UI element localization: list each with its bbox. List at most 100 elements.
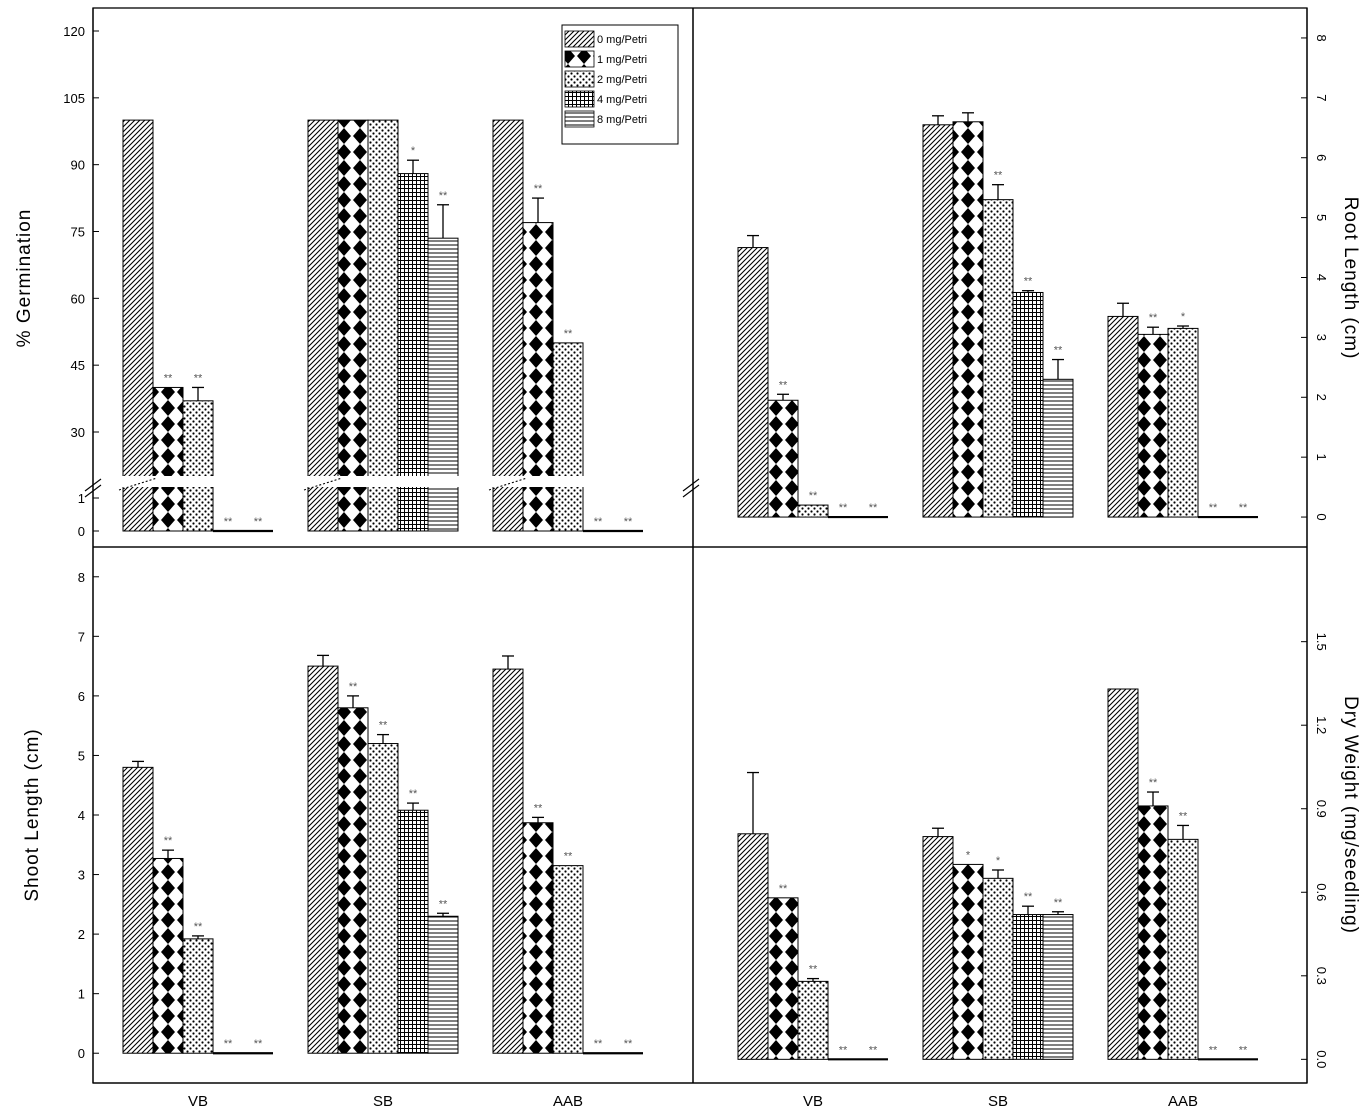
y-tick-label: 6 [1314,154,1329,161]
significance-label: ** [869,502,878,514]
x-category-label: VB [803,1093,823,1110]
bar [767,399,799,518]
significance-label: ** [194,372,203,384]
bar [337,707,369,1054]
bar [182,938,214,1054]
bar [397,809,429,1054]
significance-label: ** [409,788,418,800]
y-tick-label: 75 [71,225,85,240]
y-tick-label: 2 [78,927,85,942]
legend-swatch-0 [564,30,595,48]
significance-label: ** [624,1038,633,1050]
y-tick-label: 0.3 [1314,967,1329,985]
significance-label: ** [594,516,603,528]
bar [492,119,524,532]
bar [307,665,339,1054]
y-tick-label: 6 [78,689,85,704]
y-tick-label: 1 [78,987,85,1002]
bar [1012,291,1044,518]
bar [337,119,369,532]
legend-swatch-1 [564,50,595,68]
x-category-label: SB [373,1093,393,1110]
bar [152,386,184,532]
legend-swatch-2 [564,70,595,88]
significance-label: ** [439,190,448,202]
panel-bottom-right: 0.00.30.60.91.21.5********************** [737,633,1329,1068]
y-tick-label: 1 [78,491,85,506]
significance-label: ** [1024,891,1033,903]
y-tick-label: 0.0 [1314,1050,1329,1068]
significance-label: ** [1179,810,1188,822]
axis-break-gap [94,476,692,487]
bar [1042,378,1074,518]
bar [1107,315,1139,518]
bar [767,897,799,1060]
y-tick-label: 0 [78,1046,85,1061]
y-tick-label: 5 [78,748,85,763]
significance-label: ** [1054,897,1063,909]
y-tick-label: 0.6 [1314,883,1329,901]
y-tick-label: 0 [78,524,85,539]
legend-swatch-3 [564,90,595,108]
y-axis-title-shoot-length: Shoot Length (cm) [22,728,43,901]
significance-label: ** [379,720,388,732]
bar [1012,914,1044,1060]
significance-label: ** [534,802,543,814]
significance-label: ** [224,1038,233,1050]
y-tick-label: 0 [1314,513,1329,520]
significance-label: ** [349,681,358,693]
significance-label: ** [1149,312,1158,324]
bar [427,915,459,1054]
bar [122,119,154,532]
panel-bottom-left: 0 1 2 3 4 5 6 7 8 ** ** ** ** ** ** ** ** ** ** ** ** [78,570,643,1061]
legend-label-0: 0 mg/Petri [597,34,647,46]
significance-label: * [411,145,416,157]
bar [922,836,954,1060]
bar [737,833,769,1060]
significance-label: ** [164,835,173,847]
legend-swatch-4 [564,110,595,128]
significance-label: ** [564,851,573,863]
bar [152,857,184,1054]
bar [982,877,1014,1060]
y-tick-label: 60 [71,291,85,306]
bar [1107,688,1139,1060]
y-tick-label: 45 [71,358,85,373]
significance-label: ** [779,379,788,391]
y-tick-label: 5 [1314,214,1329,221]
significance-label: ** [564,328,573,340]
bar [1167,838,1199,1060]
significance-label: ** [1209,502,1218,514]
significance-label: ** [1239,1044,1248,1056]
y-tick-label: 105 [63,91,85,106]
y-tick-label: 90 [71,158,85,173]
bar-break-mark [303,477,343,491]
significance-label: ** [534,183,543,195]
bar [797,980,829,1060]
y-tick-label: 0.9 [1314,800,1329,818]
bar [922,124,954,518]
bar [1167,327,1199,518]
legend: 0 mg/Petri 1 mg/Petri 2 mg/Petri 4 mg/Pe… [561,24,679,145]
bar [397,173,429,532]
bar [522,822,554,1054]
x-category-label: VB [188,1093,208,1110]
significance-label: ** [254,516,263,528]
legend-label-4: 8 mg/Petri [597,114,647,126]
significance-label: ** [869,1044,878,1056]
bar [797,504,829,518]
bar [952,863,984,1060]
bar [982,199,1014,518]
axis-break-mark [682,484,700,498]
bar [1137,333,1169,518]
significance-label: ** [994,170,1003,182]
significance-label: * [966,849,971,861]
y-tick-label: 7 [1314,94,1329,101]
significance-label: ** [1054,345,1063,357]
y-tick-label: 1.5 [1314,633,1329,651]
panel-frame-overlay [92,8,1308,1084]
